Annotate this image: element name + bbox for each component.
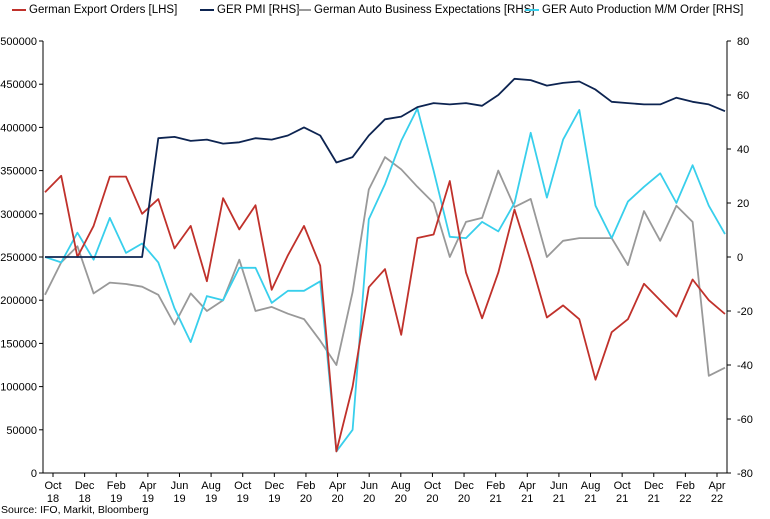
series-lines <box>44 77 726 453</box>
legend-label: German Export Orders [LHS] <box>29 4 178 16</box>
left-axis-tick-label: 300000 <box>0 209 37 221</box>
x-axis-tick-label-year: 21 <box>648 493 660 505</box>
x-axis-tick-label-month: Apr <box>329 480 346 492</box>
axes: 0 50000 100000 150000 200000 250000 300000 3500… <box>0 36 753 505</box>
x-axis-tick-label-year: 19 <box>268 493 280 505</box>
x-axis-tick-label-month: Oct <box>424 480 441 492</box>
x-axis-tick-label-month: Dec <box>265 480 285 492</box>
right-axis-tick-label: -60 <box>737 414 753 426</box>
right-axis-tick-label: -40 <box>737 360 753 372</box>
x-axis-tick-label-month: Dec <box>454 480 474 492</box>
x-axis-tick-label-month: Aug <box>391 480 411 492</box>
series-line-pmi <box>45 77 726 258</box>
x-axis-tick-label-year: 19 <box>110 493 122 505</box>
legend-label: GER PMI [RHS] <box>217 4 300 16</box>
x-axis-tick-label-year: 20 <box>300 493 312 505</box>
x-axis-tick-label-month: Dec <box>75 480 95 492</box>
legend-item-pmi: GER PMI [RHS] <box>200 4 299 16</box>
right-axis-tick-label: 40 <box>737 144 749 156</box>
x-axis-tick-label-month: Feb <box>296 480 315 492</box>
series-line-export-orders <box>44 174 726 453</box>
left-axis-tick-label: 500000 <box>0 36 37 48</box>
x-axis-tick-label-year: 19 <box>142 493 154 505</box>
x-axis-tick-label-year: 22 <box>679 493 691 505</box>
source-note: Source: IFO, Markit, Bloomberg <box>1 504 149 516</box>
x-axis-tick-label-month: Apr <box>139 480 156 492</box>
x-axis-tick-label-month: Aug <box>201 480 221 492</box>
x-axis-tick-label-month: Feb <box>676 480 695 492</box>
x-axis-tick-label-month: Oct <box>44 480 61 492</box>
legend-item-export-orders: German Export Orders [LHS] <box>12 4 177 16</box>
left-axis-tick-label: 50000 <box>6 425 37 437</box>
legend-item-auto-expectations: German Auto Business Expectations [RHS] <box>297 4 535 16</box>
x-axis-tick-label-year: 19 <box>237 493 249 505</box>
x-axis-tick-label-month: Dec <box>644 480 664 492</box>
x-axis-tick-label-month: Feb <box>107 480 126 492</box>
legend-label: GER Auto Production M/M Order [RHS] <box>542 4 744 16</box>
x-axis-tick-label-month: Apr <box>519 480 536 492</box>
x-axis-tick-label-year: 20 <box>458 493 470 505</box>
x-axis-tick-label-year: 18 <box>78 493 90 505</box>
left-axis-tick-label: 0 <box>31 468 37 480</box>
series-line-auto-expectations <box>44 156 726 377</box>
legend-swatch-auto-production <box>525 9 539 11</box>
x-axis-tick-label-year: 22 <box>711 493 723 505</box>
x-axis-tick-label-month: Apr <box>708 480 725 492</box>
right-axis-tick-label: -20 <box>737 306 753 318</box>
series-line-auto-production <box>44 107 726 453</box>
left-axis-tick-label: 100000 <box>0 382 37 394</box>
right-axis-tick-label: 0 <box>737 252 743 264</box>
x-axis-tick-label-year: 21 <box>616 493 628 505</box>
x-axis-tick-label-month: Jun <box>360 480 378 492</box>
legend: German Export Orders [LHS] GER PMI [RHS]… <box>0 4 770 22</box>
left-axis-tick-label: 250000 <box>0 252 37 264</box>
x-axis-tick-label-month: Jun <box>171 480 189 492</box>
right-axis-tick-label: 20 <box>737 198 749 210</box>
x-axis-tick-label-year: 21 <box>490 493 502 505</box>
legend-item-auto-production: GER Auto Production M/M Order [RHS] <box>525 4 743 16</box>
right-axis-tick-label: 60 <box>737 90 749 102</box>
x-axis-tick-label-year: 18 <box>47 493 59 505</box>
legend-swatch-pmi <box>200 9 214 11</box>
legend-swatch-auto-expectations <box>297 9 311 11</box>
left-axis-tick-label: 400000 <box>0 122 37 134</box>
x-axis-tick-label-year: 20 <box>426 493 438 505</box>
left-axis-tick-label: 350000 <box>0 166 37 178</box>
x-axis-tick-label-month: Feb <box>486 480 505 492</box>
legend-label: German Auto Business Expectations [RHS] <box>314 4 535 16</box>
x-axis-tick-label-month: Oct <box>614 480 631 492</box>
x-axis-tick-label-year: 20 <box>331 493 343 505</box>
right-axis-tick-label: 80 <box>737 36 749 48</box>
left-axis-tick-label: 150000 <box>0 338 37 350</box>
x-axis-tick-label-year: 19 <box>173 493 185 505</box>
x-axis-tick-label-year: 19 <box>205 493 217 505</box>
legend-swatch-export-orders <box>12 9 26 11</box>
x-axis-tick-label-month: Oct <box>234 480 251 492</box>
x-axis-tick-label-year: 20 <box>363 493 375 505</box>
x-axis-tick-label-year: 21 <box>553 493 565 505</box>
right-axis-tick-label: -80 <box>737 468 753 480</box>
x-axis-tick-label-month: Jun <box>550 480 568 492</box>
x-axis-tick-label-year: 21 <box>584 493 596 505</box>
left-axis-tick-label: 200000 <box>0 295 37 307</box>
x-axis-tick-label-month: Aug <box>581 480 601 492</box>
x-axis-tick-label-year: 21 <box>521 493 533 505</box>
x-axis-tick-label-year: 20 <box>395 493 407 505</box>
left-axis-tick-label: 450000 <box>0 79 37 91</box>
